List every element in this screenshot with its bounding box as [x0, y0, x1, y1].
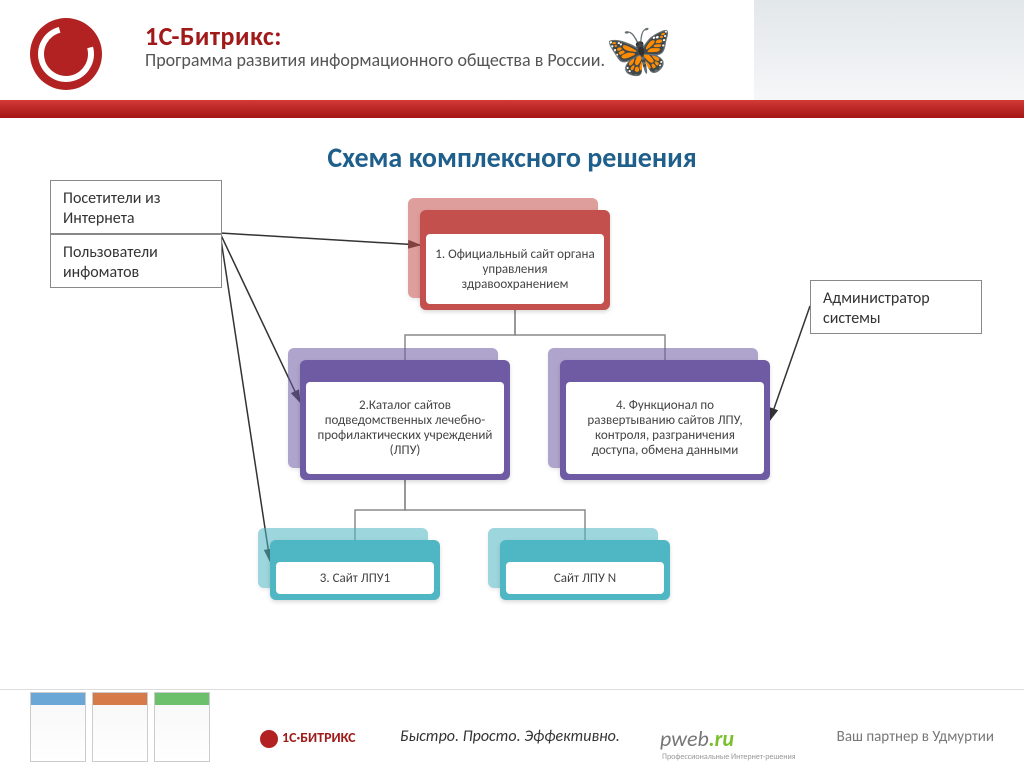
diagram-node-n2: 2.Каталог сайтов подведомственных лечебн… — [300, 360, 510, 480]
accent-bar — [0, 100, 1024, 118]
diagram-node-label: 2.Каталог сайтов подведомственных лечебн… — [306, 382, 504, 474]
pweb-tagline: Профессиональные Интернет-решения — [662, 752, 796, 762]
diagram-node-nN: Сайт ЛПУ N — [500, 540, 670, 600]
footer-logo: 1С·БИТРИКС — [260, 729, 356, 748]
side-box-left_top: Посетители из Интернета — [50, 180, 222, 234]
side-box-right: Администратор системы — [810, 280, 982, 334]
partner-text: Ваш партнер в Удмуртии — [837, 728, 994, 746]
butterfly-icon: 🦋 — [605, 18, 672, 84]
footer: 1С·БИТРИКС Быстро. Просто. Эффективно. p… — [0, 689, 1024, 768]
skyline-decor — [754, 0, 1024, 100]
pweb-logo: pweb.ru — [660, 725, 734, 752]
diagram-node-n3: 3. Сайт ЛПУ1 — [270, 540, 440, 600]
diagram-node-label: Сайт ЛПУ N — [506, 562, 664, 594]
diagram-node-label: 1. Официальный сайт органа управления зд… — [426, 234, 604, 304]
diagram-canvas: Посетители из ИнтернетаПользователи инфо… — [0, 120, 1024, 680]
product-boxes — [30, 692, 210, 762]
product-box-icon — [30, 692, 86, 762]
diagram-node-n4: 4. Функционал по развертыванию сайтов ЛП… — [560, 360, 770, 480]
footer-tagline: Быстро. Просто. Эффективно. — [400, 727, 620, 746]
product-box-icon — [92, 692, 148, 762]
side-box-left_bot: Пользователи инфоматов — [50, 234, 222, 288]
bitrix-logo-icon — [30, 18, 102, 90]
brand-subtitle: Программа развития информационного общес… — [145, 50, 605, 72]
header: 1С-Битрикс: Программа развития информаци… — [0, 0, 1024, 100]
diagram-node-label: 4. Функционал по развертыванию сайтов ЛП… — [566, 382, 764, 474]
brand-title: 1С-Битрикс: — [145, 20, 282, 52]
diagram-node-label: 3. Сайт ЛПУ1 — [276, 562, 434, 594]
diagram-node-n1: 1. Официальный сайт органа управления зд… — [420, 210, 610, 310]
product-box-icon — [154, 692, 210, 762]
